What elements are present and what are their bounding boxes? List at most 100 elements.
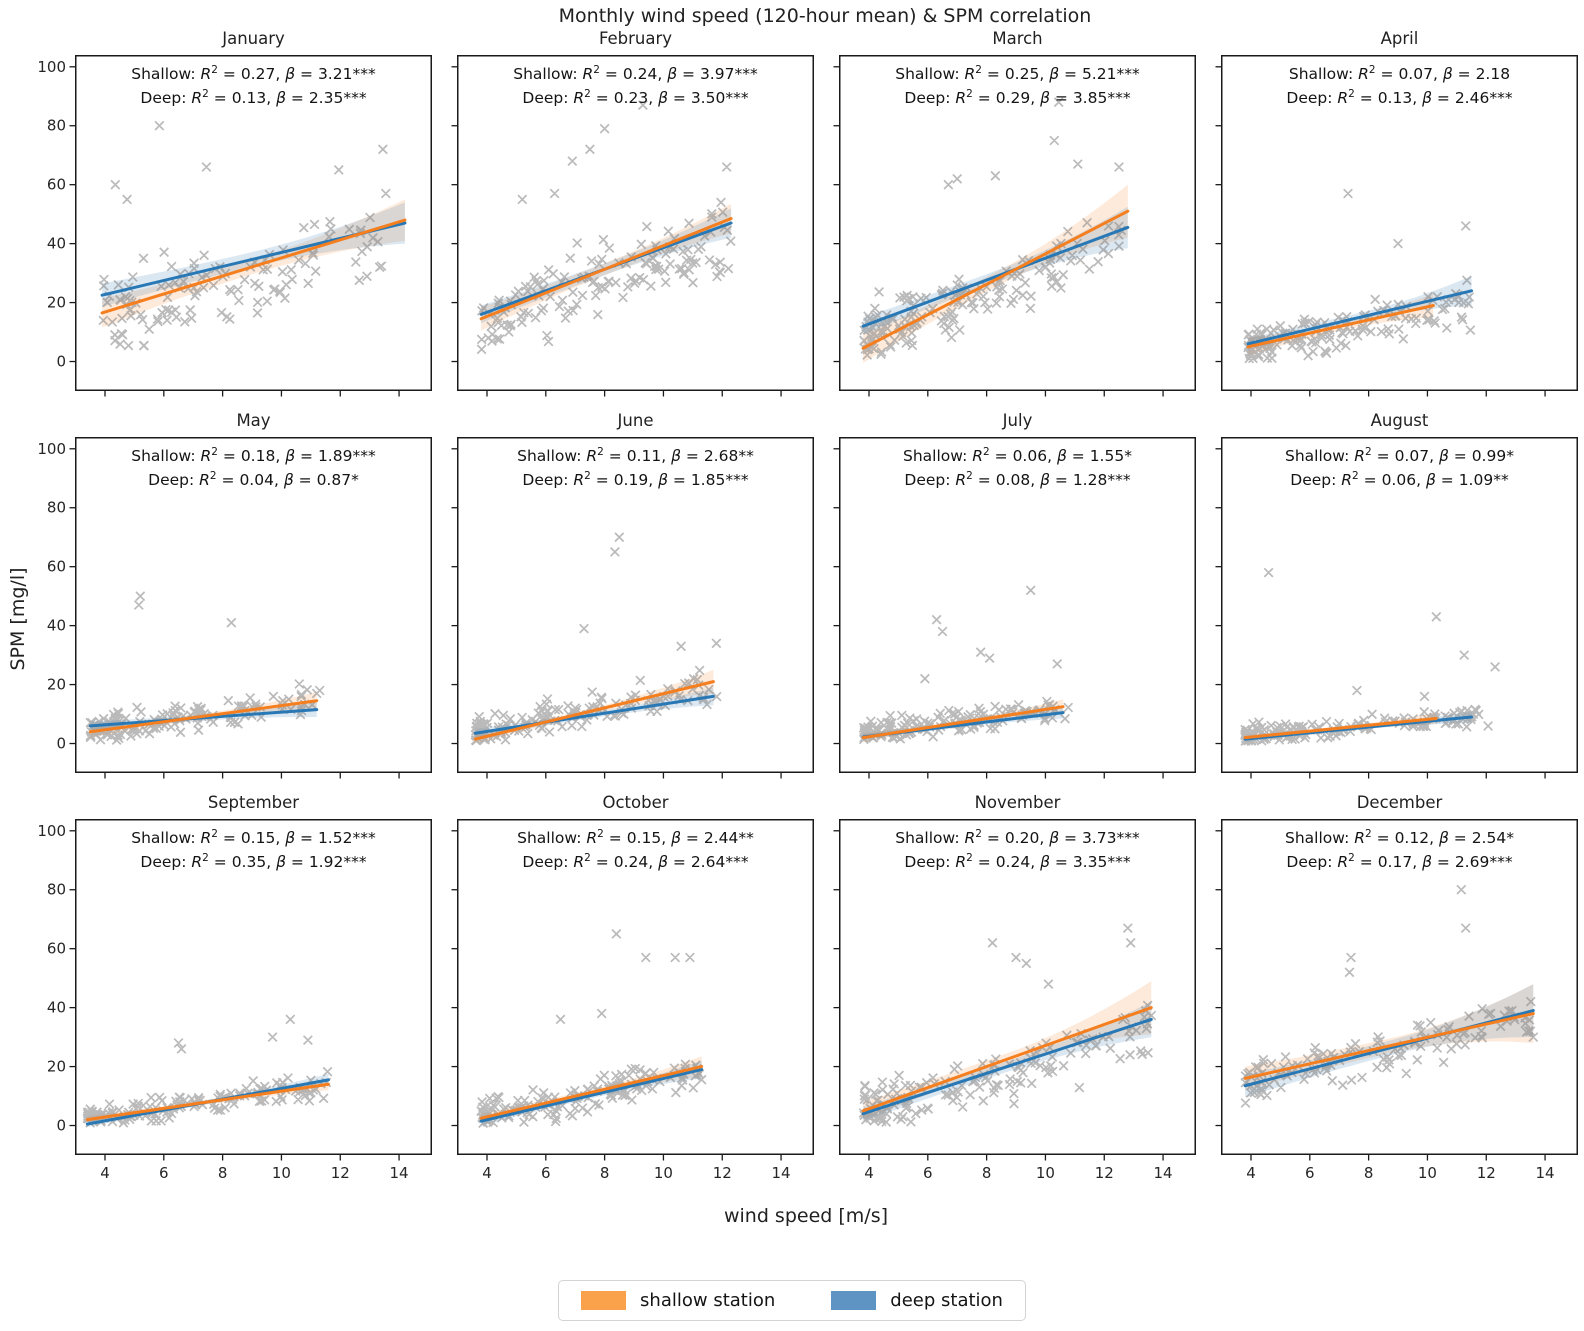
x-tick-label: 12: [1095, 1164, 1114, 1182]
axes-spines: [75, 819, 432, 1155]
subplot-february: February Shallow: R2 = 0.24, β = 3.97*** D…: [417, 27, 820, 421]
shallow-regression-line: [473, 680, 715, 741]
y-tick-label: 20: [47, 676, 66, 694]
scatter-points: [98, 120, 391, 351]
x-tick-label: 12: [713, 1164, 732, 1182]
subplot-title: September: [207, 793, 300, 812]
x-tick-label: 12: [1477, 1164, 1496, 1182]
stats-annotation: Shallow: R2 = 0.20, β = 3.73*** Deep: R2 …: [895, 828, 1140, 872]
x-tick-label: 14: [1536, 1164, 1555, 1182]
subplot-title: December: [1356, 793, 1443, 812]
subplot-canvas: 0 20 40 60 80 100: [37, 55, 432, 397]
shallow-regression-line: [861, 209, 1130, 350]
x-tick-label: 12: [331, 1164, 350, 1182]
subplot-canvas: [833, 437, 1196, 779]
deep-regression-line: [1243, 715, 1474, 741]
deep-regression-line: [473, 694, 715, 735]
subplot-canvas: [451, 437, 814, 779]
stats-annotation: Shallow: R2 = 0.24, β = 3.97*** Deep: R2 …: [513, 64, 758, 108]
deep-regression-line: [861, 225, 1130, 328]
y-axis-label: SPM [mg/l]: [7, 567, 29, 671]
x-tick-label: 8: [982, 1164, 992, 1182]
axes-spines: [1221, 55, 1578, 391]
x-tick-label: 8: [218, 1164, 228, 1182]
axes-spines: [75, 437, 432, 773]
axes-spines: [1221, 437, 1578, 773]
axes-spines: [839, 819, 1196, 1155]
x-tick-label: 8: [1364, 1164, 1374, 1182]
subplot-october: October 4 6 8 10 12 14 Shallow: R2 = 0.15, β = …: [417, 791, 820, 1185]
subplot-canvas: 4 6 8 10 12 14: [1215, 819, 1578, 1182]
subplot-may: May 0 20 40 60 80 100 Shallow: R2 = 0.18, β = 1…: [35, 409, 438, 803]
legend-label-deep: deep station: [890, 1290, 1003, 1311]
y-tick-label: 20: [47, 1058, 66, 1076]
subplot-title: March: [992, 29, 1043, 48]
x-tick-label: 14: [772, 1164, 791, 1182]
subplot-canvas: [1215, 437, 1578, 779]
legend: shallow station deep station: [0, 1280, 1584, 1321]
subplot-title: October: [602, 793, 669, 812]
x-tick-label: 4: [1246, 1164, 1256, 1182]
y-tick-label: 80: [47, 881, 66, 899]
axes-spines: [457, 819, 814, 1155]
y-tick-label: 40: [47, 235, 66, 253]
axes-spines: [75, 55, 432, 391]
axes-spines: [457, 55, 814, 391]
shallow-regression-line: [861, 705, 1065, 740]
x-tick-label: 6: [1305, 1164, 1315, 1182]
x-tick-label: 14: [1154, 1164, 1173, 1182]
axes-spines: [457, 437, 814, 773]
subplot-july: July Shallow: R2 = 0.06, β = 1.55* Deep: R…: [799, 409, 1202, 803]
subplot-title: June: [617, 411, 654, 430]
subplot-title: November: [974, 793, 1061, 812]
x-tick-label: 10: [1418, 1164, 1437, 1182]
x-tick-label: 4: [864, 1164, 874, 1182]
stats-annotation: Shallow: R2 = 0.18, β = 1.89*** Deep: R2 …: [131, 446, 376, 490]
subplot-canvas: 0 20 40 60 80 100: [37, 437, 432, 779]
stats-annotation: Shallow: R2 = 0.25, β = 5.21*** Deep: R2 …: [895, 64, 1140, 108]
x-tick-label: 10: [272, 1164, 291, 1182]
subplot-canvas: [1215, 55, 1578, 397]
axes-spines: [839, 437, 1196, 773]
deep-regression-line: [479, 1068, 704, 1123]
shallow-regression-line: [85, 1082, 330, 1122]
stats-annotation: Shallow: R2 = 0.27, β = 3.21*** Deep: R2 …: [131, 64, 376, 108]
y-tick-label: 100: [37, 822, 66, 840]
subplot-canvas: [451, 55, 814, 397]
shallow-regression-line: [1243, 716, 1438, 740]
legend-label-shallow: shallow station: [640, 1290, 776, 1311]
y-tick-label: 60: [47, 176, 66, 194]
subplot-june: June Shallow: R2 = 0.11, β = 2.68** Deep: …: [417, 409, 820, 803]
x-tick-label: 4: [100, 1164, 110, 1182]
subplot-september: September 4 6 8 10 12 14 0 20 40 60 80 100 Shallow: R…: [35, 791, 438, 1185]
x-tick-label: 10: [654, 1164, 673, 1182]
legend-entry-deep: deep station: [831, 1290, 1003, 1311]
scatter-points: [858, 585, 1074, 745]
x-tick-label: 4: [482, 1164, 492, 1182]
x-tick-label: 6: [541, 1164, 551, 1182]
stats-annotation: Shallow: R2 = 0.15, β = 2.44** Deep: R2 =…: [517, 828, 754, 872]
scatter-points: [476, 100, 736, 355]
subplot-canvas: [833, 55, 1196, 397]
x-tick-label: 6: [923, 1164, 933, 1182]
shallow-station-swatch: [581, 1291, 627, 1310]
y-tick-label: 0: [56, 1117, 66, 1135]
y-tick-label: 40: [47, 999, 66, 1017]
y-tick-label: 60: [47, 558, 66, 576]
shallow-regression-line: [1246, 304, 1435, 349]
subplot-canvas: 4 6 8 10 12 14: [451, 819, 814, 1182]
subplot-canvas: 4 6 8 10 12 14: [833, 819, 1196, 1182]
subplot-title: August: [1370, 411, 1429, 430]
deep-regression-line: [1246, 289, 1474, 346]
subplot-title: May: [236, 411, 271, 430]
y-tick-label: 80: [47, 499, 66, 517]
subplot-april: April Shallow: R2 = 0.07, β = 2.18 Deep: R…: [1181, 27, 1584, 421]
subplot-august: August Shallow: R2 = 0.07, β = 0.99* Deep:…: [1181, 409, 1584, 803]
stats-annotation: Shallow: R2 = 0.07, β = 0.99* Deep: R2 = …: [1285, 446, 1514, 490]
stats-annotation: Shallow: R2 = 0.11, β = 2.68** Deep: R2 =…: [517, 446, 754, 490]
scatter-points: [1240, 884, 1539, 1108]
subplot-march: March Shallow: R2 = 0.25, β = 5.21*** Deep…: [799, 27, 1202, 421]
shallow-regression-line: [88, 699, 319, 734]
shallow-regression-line: [1243, 1012, 1535, 1080]
shallow-regression-line: [479, 1065, 704, 1120]
